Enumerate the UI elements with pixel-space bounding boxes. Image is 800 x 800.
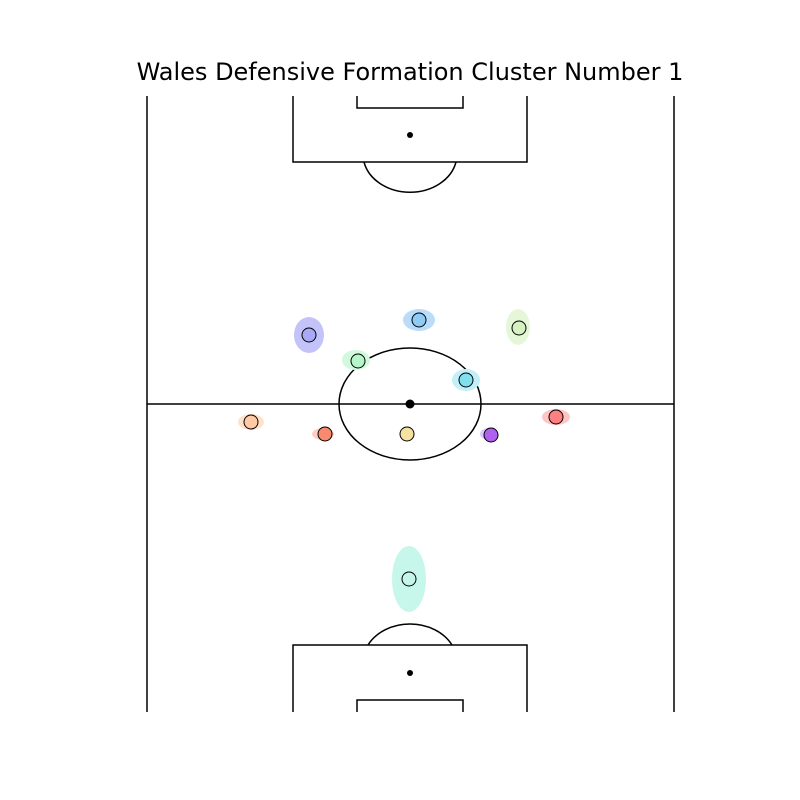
player-p9-marker bbox=[411, 312, 427, 328]
player-p6-marker bbox=[350, 353, 366, 369]
bottom-penalty-spot bbox=[407, 670, 413, 676]
player-p2 bbox=[312, 426, 334, 442]
player-p10 bbox=[506, 309, 530, 345]
player-p4 bbox=[480, 427, 499, 443]
player-p1 bbox=[238, 414, 264, 430]
player-p2-marker bbox=[317, 426, 333, 442]
bottom-six-yard-box bbox=[356, 699, 464, 712]
player-p5 bbox=[542, 409, 570, 425]
player-p10-marker bbox=[511, 320, 527, 336]
centre-circle bbox=[338, 347, 482, 461]
player-p8-marker bbox=[301, 327, 317, 343]
player-p1-marker bbox=[243, 414, 259, 430]
top-penalty-arc bbox=[363, 161, 457, 193]
top-penalty-box bbox=[292, 96, 528, 163]
chart-title: Wales Defensive Formation Cluster Number… bbox=[136, 58, 684, 86]
player-clusters bbox=[238, 309, 570, 612]
player-gk bbox=[392, 546, 426, 612]
top-penalty-spot bbox=[407, 132, 413, 138]
player-p3 bbox=[399, 426, 415, 442]
top-six-yard-box bbox=[356, 96, 464, 109]
player-gk-marker bbox=[401, 571, 417, 587]
bottom-penalty-box bbox=[292, 644, 528, 712]
bottom-penalty-arc bbox=[367, 623, 453, 646]
player-p3-marker bbox=[399, 426, 415, 442]
player-p9 bbox=[403, 309, 435, 331]
player-p7-marker bbox=[458, 372, 474, 388]
player-p5-marker bbox=[548, 409, 564, 425]
centre-spot bbox=[405, 399, 415, 409]
player-p7 bbox=[452, 369, 480, 391]
player-p8 bbox=[294, 317, 324, 353]
player-p6 bbox=[342, 350, 370, 370]
player-p4-marker bbox=[483, 427, 499, 443]
